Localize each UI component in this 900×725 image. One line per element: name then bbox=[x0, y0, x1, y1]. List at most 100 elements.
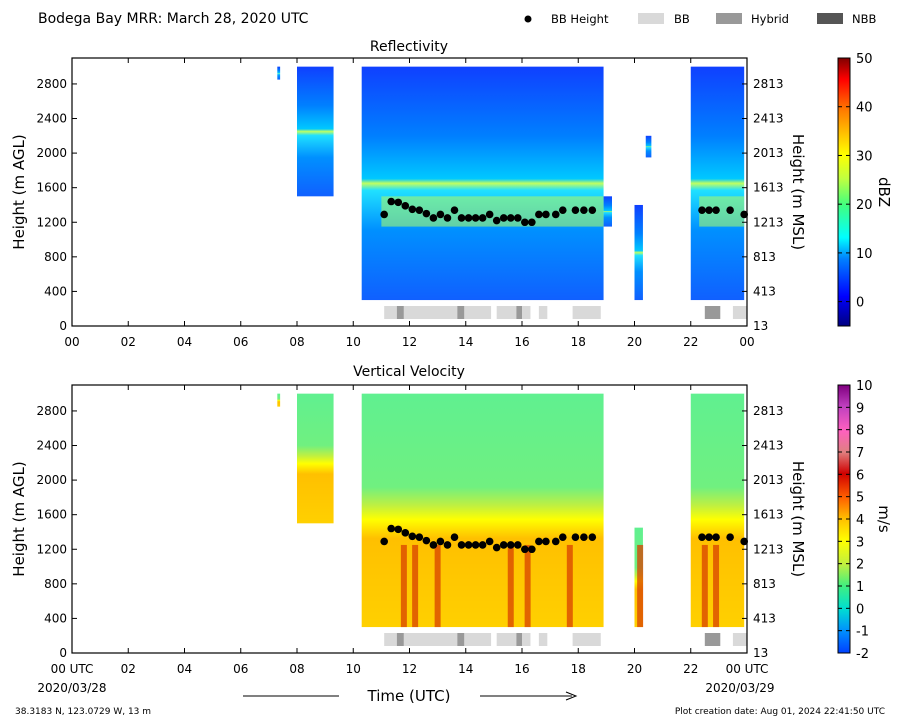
y-tick-label-right: 2813 bbox=[753, 77, 784, 91]
bb-height-point bbox=[588, 533, 597, 541]
x-tick-label: 22 bbox=[683, 662, 698, 676]
colorbar-tick-label: 40 bbox=[856, 101, 873, 116]
velocity-colorbar-label: m/s bbox=[875, 505, 893, 533]
bb-type-segment bbox=[572, 306, 601, 319]
bb-height-point bbox=[542, 210, 550, 219]
dbz-colorbar bbox=[837, 57, 851, 327]
y-tick-label-left: 800 bbox=[44, 577, 67, 591]
fall-streak bbox=[507, 544, 514, 628]
legend-bb-swatch bbox=[638, 13, 664, 24]
bb-height-point bbox=[408, 205, 417, 214]
x-tick-label: 18 bbox=[571, 662, 586, 676]
colorbar-tick-label: 10 bbox=[856, 379, 873, 394]
bb-type-segment bbox=[704, 633, 721, 646]
bb-height-point bbox=[571, 533, 580, 541]
bb-height-point bbox=[740, 537, 748, 546]
y-tick-label-right: 413 bbox=[753, 284, 776, 298]
time-arrow-head bbox=[565, 691, 578, 701]
echo-segment bbox=[603, 196, 612, 227]
echo-segment bbox=[277, 66, 281, 80]
colorbar-tick-label: 9 bbox=[856, 401, 864, 416]
reflectivity-panel: Reflectivity 00 02 04 06 08 10 12 14 16 18 20 22 00 … bbox=[10, 39, 893, 349]
bb-height-point bbox=[551, 537, 560, 546]
dbz-colorbar-ticks: 0 10 20 30 40 50 bbox=[838, 52, 873, 311]
x-tick-label: 12 bbox=[402, 662, 417, 676]
bb-height-point bbox=[394, 198, 403, 207]
bb-height-point bbox=[492, 543, 501, 552]
bb-height-point bbox=[485, 537, 494, 546]
y-tick-label-right: 13 bbox=[753, 646, 768, 660]
bb-height-point bbox=[471, 214, 480, 222]
bb-height-point bbox=[535, 537, 543, 546]
reflectivity-x-ticks: 00 02 04 06 08 10 12 14 16 18 20 22 00 bbox=[64, 58, 755, 349]
fall-streak bbox=[713, 544, 720, 628]
bb-height-point bbox=[726, 533, 734, 541]
colorbar-tick-label: 30 bbox=[856, 149, 873, 164]
bb-height-point bbox=[387, 197, 396, 206]
bb-height-point bbox=[478, 214, 487, 222]
bb-type-segment bbox=[732, 306, 747, 319]
bb-height-point bbox=[401, 202, 410, 210]
x-axis-label: Time (UTC) bbox=[367, 687, 451, 705]
bb-height-point bbox=[726, 206, 734, 214]
y-tick-label-left: 400 bbox=[44, 284, 67, 298]
x-tick-label: 14 bbox=[458, 662, 473, 676]
bb-height-point bbox=[705, 206, 713, 214]
velocity-panel: Vertical Velocity 00 UTC 02 04 06 08 10 12 14 16… bbox=[10, 364, 893, 676]
y-tick-label-right: 1213 bbox=[753, 215, 784, 229]
bb-height-point bbox=[380, 210, 388, 219]
colorbar-tick-label: 0 bbox=[856, 602, 864, 617]
legend-hybrid-label: Hybrid bbox=[751, 12, 789, 26]
y-tick-label-left: 800 bbox=[44, 250, 67, 264]
fall-streak bbox=[637, 544, 644, 628]
bb-height-point bbox=[588, 206, 597, 214]
echo-segment bbox=[690, 66, 745, 301]
y-tick-label-left: 0 bbox=[59, 646, 67, 660]
x-tick-label: 02 bbox=[121, 335, 136, 349]
y-tick-label-right: 2013 bbox=[753, 146, 784, 160]
x-tick-label: 18 bbox=[571, 335, 586, 349]
bb-height-point bbox=[415, 533, 424, 541]
y-tick-label-left: 0 bbox=[59, 319, 67, 333]
bb-height-point bbox=[580, 206, 588, 214]
y-tick-label-left: 400 bbox=[44, 611, 67, 625]
legend-bb-label: BB bbox=[674, 12, 690, 26]
fall-streak bbox=[524, 544, 531, 628]
x-tick-label: 20 bbox=[627, 335, 642, 349]
colorbar-tick-label: 3 bbox=[856, 535, 864, 550]
creation-date-label: Plot creation date: Aug 01, 2024 22:41:5… bbox=[675, 707, 885, 717]
bb-height-point bbox=[422, 536, 431, 545]
bb-height-point bbox=[492, 216, 501, 225]
y-tick-label-right: 13 bbox=[753, 319, 768, 333]
bb-type-segment bbox=[538, 306, 548, 319]
legend-bb-height-label: BB Height bbox=[551, 12, 609, 26]
location-label: 38.3183 N, 123.0729 W, 13 m bbox=[15, 707, 151, 717]
bb-height-point bbox=[580, 533, 588, 541]
bb-height-point bbox=[394, 525, 403, 534]
bb-type-segment bbox=[704, 306, 721, 319]
velocity-x-ticks: 00 UTC 02 04 06 08 10 12 14 16 18 20 22 00 UTC bbox=[51, 385, 768, 676]
x-tick-label: 08 bbox=[289, 662, 304, 676]
bb-type-segment bbox=[516, 633, 522, 646]
bb-height-point bbox=[705, 533, 713, 541]
velocity-echo-layer bbox=[277, 393, 745, 628]
colorbar-tick-label: 1 bbox=[856, 580, 864, 595]
bb-type-segment bbox=[384, 306, 397, 319]
reflectivity-bb-type-strip bbox=[384, 306, 747, 319]
bb-height-point bbox=[464, 214, 473, 222]
bb-height-point bbox=[429, 214, 438, 222]
echo-segment bbox=[361, 66, 604, 301]
bb-height-point bbox=[422, 209, 431, 218]
y-tick-label-right: 1613 bbox=[753, 508, 784, 522]
fall-streak bbox=[400, 544, 407, 628]
y-tick-label-left: 1600 bbox=[36, 181, 67, 195]
bb-height-point bbox=[464, 541, 473, 549]
colorbar-tick-label: 20 bbox=[856, 198, 873, 213]
y-tick-label-left: 2800 bbox=[36, 404, 67, 418]
y-tick-label-right: 2413 bbox=[753, 439, 784, 453]
x-tick-label: 00 bbox=[64, 335, 79, 349]
legend-hybrid-swatch bbox=[716, 13, 742, 24]
bb-type-segment bbox=[516, 306, 522, 319]
y-tick-label-right: 1613 bbox=[753, 181, 784, 195]
